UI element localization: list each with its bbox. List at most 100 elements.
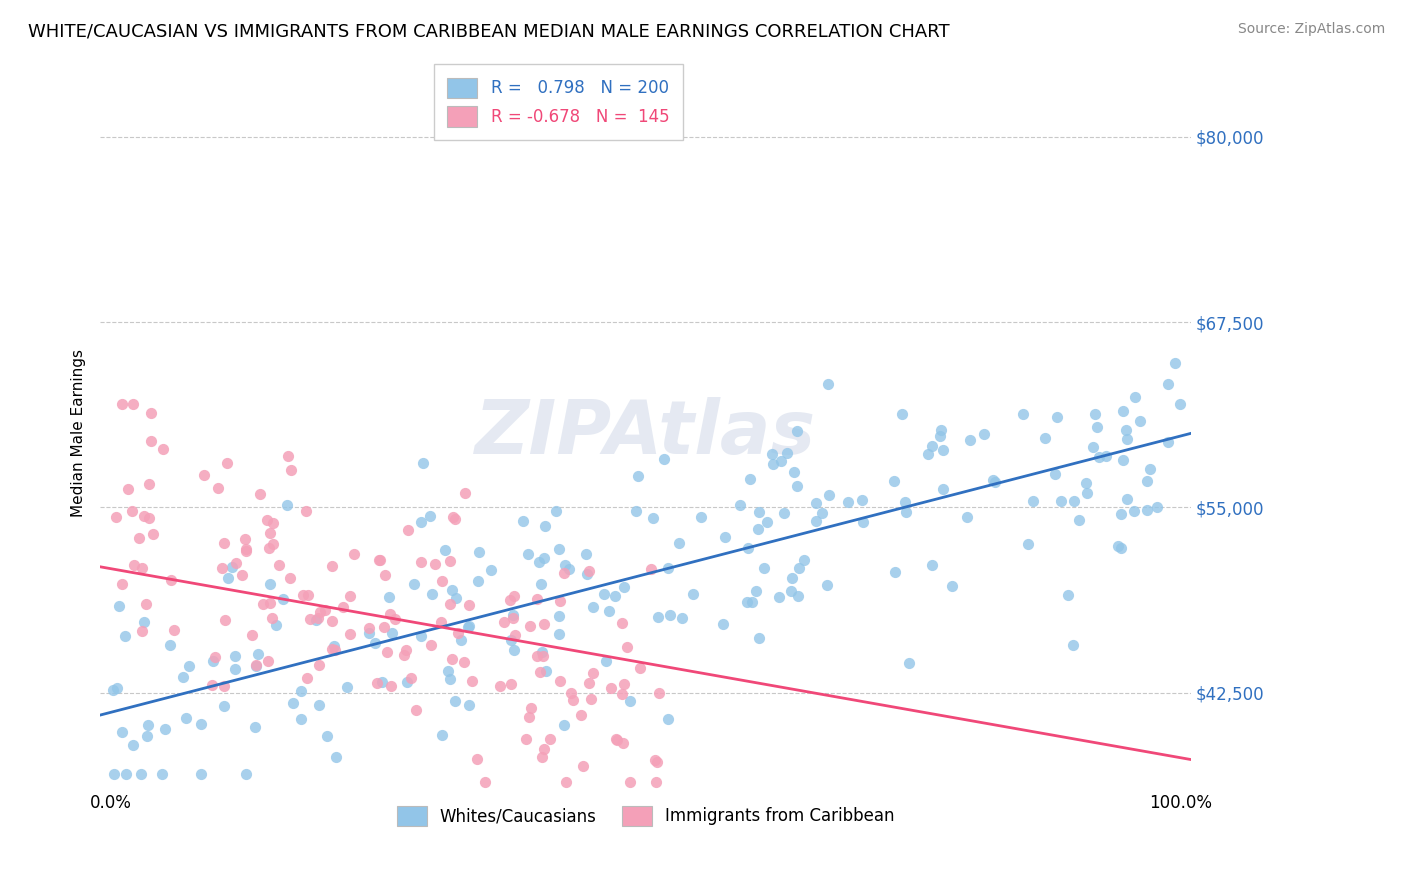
Point: [728, 498, 751, 512]
Point: [1123, 504, 1146, 518]
Point: [441, 510, 464, 524]
Point: [804, 514, 827, 528]
Point: [111, 397, 134, 411]
Point: [787, 560, 810, 574]
Point: [616, 640, 638, 654]
Point: [297, 588, 319, 602]
Y-axis label: Median Male Earnings: Median Male Earnings: [72, 350, 86, 517]
Point: [929, 423, 952, 437]
Point: [768, 591, 790, 605]
Point: [748, 631, 770, 645]
Point: [582, 666, 605, 681]
Point: [773, 506, 796, 520]
Point: [479, 563, 502, 577]
Point: [612, 736, 634, 750]
Point: [538, 732, 561, 747]
Point: [569, 707, 592, 722]
Point: [780, 584, 803, 599]
Point: [246, 648, 269, 662]
Point: [517, 710, 540, 724]
Point: [582, 599, 605, 614]
Point: [409, 515, 432, 529]
Point: [578, 676, 600, 690]
Point: [314, 603, 336, 617]
Point: [657, 712, 679, 726]
Point: [128, 531, 150, 545]
Point: [932, 482, 955, 496]
Point: [531, 649, 554, 664]
Point: [555, 774, 578, 789]
Point: [815, 577, 838, 591]
Point: [343, 547, 366, 561]
Point: [174, 711, 197, 725]
Point: [159, 638, 181, 652]
Point: [139, 406, 162, 420]
Point: [322, 639, 344, 653]
Point: [606, 733, 628, 747]
Point: [433, 543, 456, 558]
Point: [204, 649, 226, 664]
Point: [439, 597, 461, 611]
Point: [134, 615, 156, 629]
Point: [489, 679, 512, 693]
Point: [502, 589, 524, 603]
Point: [1050, 494, 1073, 508]
Point: [325, 749, 347, 764]
Point: [419, 508, 441, 523]
Point: [423, 557, 446, 571]
Point: [122, 558, 145, 573]
Point: [928, 429, 950, 443]
Point: [366, 676, 388, 690]
Point: [225, 556, 247, 570]
Point: [309, 605, 332, 619]
Point: [558, 562, 581, 576]
Point: [1063, 494, 1085, 508]
Point: [599, 681, 621, 696]
Point: [546, 504, 568, 518]
Point: [494, 615, 516, 630]
Point: [515, 731, 537, 746]
Point: [377, 590, 399, 604]
Point: [291, 588, 314, 602]
Point: [467, 574, 489, 588]
Point: [891, 407, 914, 421]
Point: [619, 694, 641, 708]
Point: [593, 587, 616, 601]
Point: [605, 731, 627, 746]
Point: [529, 555, 551, 569]
Point: [714, 530, 737, 544]
Point: [138, 718, 160, 732]
Point: [786, 424, 808, 438]
Point: [308, 657, 330, 672]
Point: [295, 504, 318, 518]
Point: [610, 615, 633, 630]
Point: [224, 662, 246, 676]
Point: [613, 677, 636, 691]
Point: [135, 729, 157, 743]
Point: [420, 638, 443, 652]
Point: [450, 632, 472, 647]
Point: [412, 456, 434, 470]
Point: [1164, 355, 1187, 369]
Point: [305, 613, 328, 627]
Point: [1062, 638, 1084, 652]
Point: [396, 674, 419, 689]
Point: [201, 678, 224, 692]
Point: [613, 580, 636, 594]
Point: [432, 728, 454, 742]
Point: [921, 439, 943, 453]
Point: [332, 600, 354, 615]
Point: [711, 617, 734, 632]
Point: [430, 615, 453, 630]
Point: [307, 611, 329, 625]
Point: [235, 542, 257, 557]
Point: [579, 692, 602, 706]
Point: [1022, 493, 1045, 508]
Point: [533, 551, 555, 566]
Point: [339, 589, 361, 603]
Point: [299, 612, 322, 626]
Point: [396, 523, 419, 537]
Point: [737, 541, 759, 555]
Point: [134, 509, 156, 524]
Point: [619, 774, 641, 789]
